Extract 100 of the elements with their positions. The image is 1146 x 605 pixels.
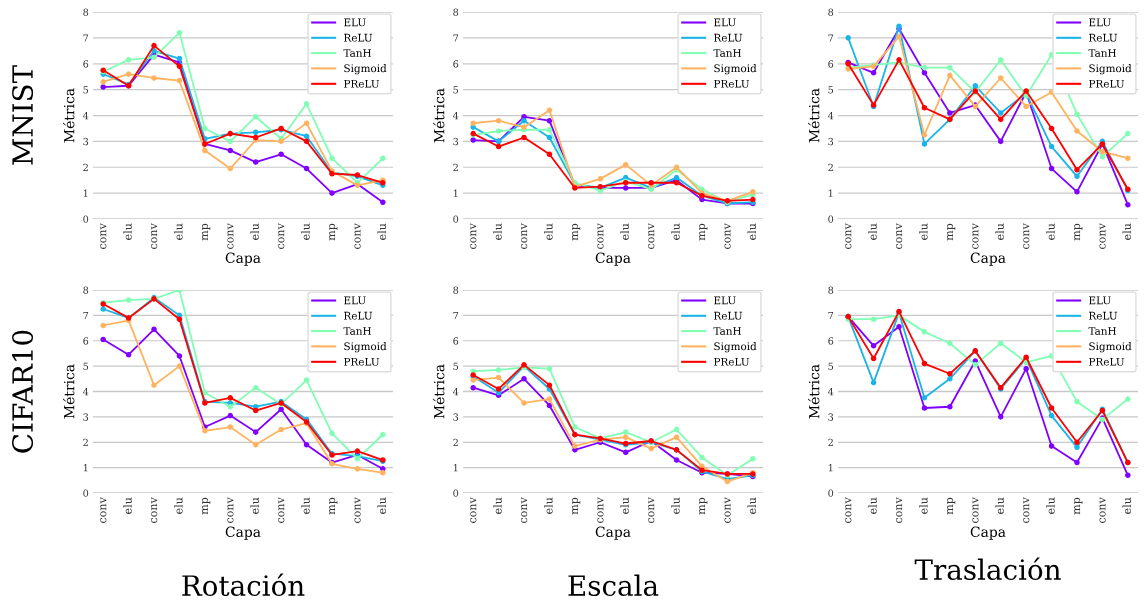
y-tick-label: 6 (453, 337, 459, 345)
x-tick-label: elu (544, 497, 553, 514)
legend-label: PReLU (714, 357, 750, 366)
x-tick-label: conv (972, 223, 979, 249)
x-tick-label: elu (919, 223, 928, 240)
legend-label: PReLU (344, 357, 380, 366)
x-tick-label: elu (995, 223, 1004, 240)
x-axis-title: Capa (225, 252, 261, 266)
y-tick-label: 5 (83, 362, 89, 370)
x-tick-label: conv (845, 223, 852, 249)
y-tick-label: 1 (828, 189, 833, 197)
y-tick-label: 6 (828, 60, 834, 68)
x-tick-label: conv (470, 223, 477, 249)
x-tick-label: mp (572, 223, 581, 241)
legend-label: PReLU (714, 79, 750, 88)
legend-label: PReLU (1089, 79, 1125, 88)
x-tick-label: conv (648, 497, 655, 523)
y-tick-label: 3 (453, 413, 459, 421)
x-tick-label: mp (1074, 497, 1083, 515)
y-tick-label: 2 (828, 163, 833, 171)
legend-label: PReLU (1089, 357, 1125, 366)
x-tick-label: elu (377, 497, 387, 514)
legend-label: TanH (713, 49, 742, 57)
x-tick-label: mp (947, 497, 956, 515)
x-tick-label: elu (250, 497, 259, 514)
text: CIFAR10 (12, 330, 34, 453)
y-tick-label: 8 (453, 8, 459, 16)
y-tick-label: 1 (453, 464, 458, 472)
legend-label: ReLU (1089, 33, 1118, 42)
y-tick-label: 8 (828, 8, 834, 16)
x-tick-label: conv (597, 497, 604, 523)
y-tick-label: 7 (828, 311, 834, 320)
x-tick-label: elu (250, 223, 259, 240)
y-tick-label: 4 (452, 111, 459, 120)
x-tick-label: elu (671, 223, 680, 240)
y-tick-label: 8 (83, 8, 89, 16)
y-tick-label: 7 (453, 311, 459, 320)
y-tick-label: 2 (453, 163, 458, 171)
x-tick-label: conv (896, 497, 903, 523)
x-tick-label: conv (151, 497, 158, 523)
legend-label: ELU (344, 18, 366, 27)
legend-label: Sigmoid (1089, 64, 1132, 75)
y-tick-label: 1 (83, 189, 88, 197)
y-tick-label: 1 (453, 189, 458, 197)
x-axis-title: Capa (970, 526, 1006, 540)
legend-label: Sigmoid (344, 342, 387, 353)
y-tick-label: 6 (828, 337, 834, 345)
legend-label: Sigmoid (344, 64, 387, 75)
x-tick-label: conv (1023, 223, 1030, 249)
text: Escala (568, 574, 659, 597)
y-tick-label: 4 (827, 387, 834, 396)
x-tick-label: elu (995, 497, 1004, 514)
x-tick-label: elu (1122, 223, 1132, 240)
y-tick-label: 7 (453, 34, 459, 42)
y-tick-label: 4 (452, 387, 459, 396)
y-tick-label: 0 (828, 489, 834, 497)
x-tick-label: elu (174, 497, 183, 514)
y-tick-label: 5 (453, 86, 459, 94)
y-tick-label: 2 (453, 438, 458, 446)
y-tick-label: 0 (83, 215, 89, 223)
x-tick-label: mp (329, 223, 338, 241)
x-tick-label: conv (354, 497, 361, 523)
legend-label: TanH (343, 49, 372, 57)
x-tick-label: conv (648, 223, 655, 249)
legend-label: ELU (1089, 296, 1111, 305)
x-tick-label: conv (1023, 497, 1030, 523)
x-tick-label: conv (1099, 223, 1106, 249)
x-tick-label: conv (354, 223, 361, 249)
y-tick-label: 3 (83, 137, 89, 146)
y-tick-label: 8 (828, 286, 834, 294)
legend-label: ELU (1089, 18, 1111, 27)
y-tick-label: 2 (83, 438, 88, 446)
x-tick-label: mp (329, 497, 338, 515)
legend-label: TanH (343, 327, 372, 335)
x-tick-label: elu (301, 497, 310, 514)
y-axis-title: Métrica (63, 364, 75, 419)
x-tick-label: mp (572, 497, 581, 515)
x-tick-label: conv (972, 497, 979, 523)
y-tick-label: 4 (82, 387, 89, 396)
y-tick-label: 3 (828, 413, 834, 421)
y-tick-label: 4 (82, 111, 89, 120)
legend-label: Sigmoid (1089, 342, 1132, 353)
x-tick-label: elu (493, 223, 502, 240)
y-tick-label: 0 (453, 489, 459, 497)
y-tick-label: 8 (83, 286, 89, 294)
y-tick-label: 7 (83, 34, 89, 42)
x-axis-title: Capa (595, 526, 631, 540)
text: Rotación (182, 573, 305, 597)
x-tick-label: conv (227, 223, 234, 249)
legend-label: PReLU (344, 79, 380, 88)
y-tick-label: 4 (827, 111, 834, 120)
x-tick-label: conv (521, 223, 528, 249)
y-tick-label: 0 (453, 215, 459, 223)
legend-label: ELU (714, 296, 736, 305)
x-tick-label: elu (868, 223, 877, 240)
x-tick-label: conv (227, 497, 234, 523)
legend-label: TanH (713, 327, 742, 335)
legend-label: ReLU (714, 33, 743, 42)
y-tick-label: 7 (83, 311, 89, 320)
y-tick-label: 5 (83, 86, 89, 94)
